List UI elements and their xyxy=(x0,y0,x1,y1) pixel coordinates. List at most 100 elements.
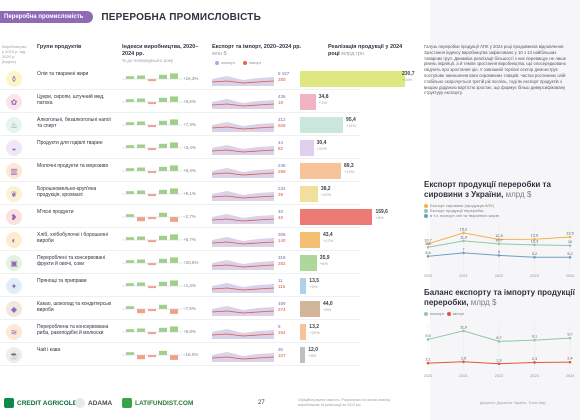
index-bar xyxy=(126,99,134,102)
import-value: 18 xyxy=(278,100,284,105)
table-row: ☕ Чай і кава –16,0% 30 107 12,0 +8% xyxy=(0,344,360,366)
index-bar xyxy=(159,235,167,240)
data-point xyxy=(497,242,501,246)
index-bar xyxy=(137,282,145,286)
index-sparkline xyxy=(122,73,182,82)
table-row: ✿ Цукри, сиропи, штучний мед, патока +8,… xyxy=(0,91,360,113)
table-row: ❥ М'ясні продукти –2,7% 40 48 159,6 +8% xyxy=(0,206,388,228)
row-name: Алкогольні, безалкогольні напої та спирт xyxy=(37,117,111,129)
data-point xyxy=(497,362,501,366)
index-bar xyxy=(126,306,134,309)
trade-legend: експорт імпорт xyxy=(215,60,261,65)
index-bar xyxy=(159,120,167,125)
export-value: 306 xyxy=(278,232,286,237)
footer: CREDIT AGRICOLE ADAMA LATIFUNDIST.COM 27… xyxy=(0,392,580,420)
index-bar xyxy=(148,332,156,335)
table-row: ≋ Перероблена та консервована риба, рако… xyxy=(0,321,360,343)
chart2-legend-export: експорт xyxy=(430,311,445,316)
row-index: +9,4% xyxy=(183,168,196,173)
index-bar xyxy=(148,171,156,174)
credit-agricole-logo[interactable]: CREDIT AGRICOLE xyxy=(4,398,77,408)
index-bar xyxy=(148,355,156,358)
import-value: 82 xyxy=(278,146,284,151)
data-point xyxy=(568,360,572,364)
sales-bar xyxy=(300,324,307,340)
export-area xyxy=(212,237,274,247)
sales-change: +6% xyxy=(319,261,328,266)
index-bar xyxy=(159,258,167,263)
index-bar xyxy=(159,143,167,148)
data-point xyxy=(497,340,501,343)
trade-values: 11 115 xyxy=(278,278,285,290)
data-label: 13,5 xyxy=(566,232,573,236)
row-name: Молочні продукти та морозиво xyxy=(37,163,109,169)
export-value: 30 xyxy=(278,347,284,352)
import-value: 48 xyxy=(278,215,284,220)
trade-sparkline xyxy=(212,283,274,293)
index-bar xyxy=(137,98,145,102)
trade-values: 489 374 xyxy=(278,301,286,313)
index-bar xyxy=(137,167,145,171)
index-bar xyxy=(137,75,145,79)
trade-values: 9 154 xyxy=(278,324,286,336)
index-bar xyxy=(159,350,167,355)
index-sparkline xyxy=(122,212,182,222)
row-name: Перероблена та консервована риба, ракопо… xyxy=(37,324,109,336)
trade-sparkline xyxy=(212,214,274,224)
page-title: ПЕРЕРОБНА ПРОМИСЛОВІСТЬ xyxy=(101,11,261,23)
index-bar xyxy=(137,144,145,148)
adama-logo[interactable]: ADAMA xyxy=(75,398,112,408)
index-bar xyxy=(159,74,167,79)
index-bar xyxy=(148,102,156,105)
trade-values: 246 298 xyxy=(278,163,286,175)
col-header-sales: Реалізація продукції у 2024 році млрд гр… xyxy=(328,44,408,57)
data-label: 2,3 xyxy=(532,357,537,361)
jar-icon: ▣ xyxy=(6,255,22,271)
data-point xyxy=(533,255,536,259)
chart1-legend-label-1: Експорт продукції переробки xyxy=(430,208,484,213)
data-label: 7 xyxy=(462,247,464,251)
data-point xyxy=(462,231,465,235)
x-tick-label: 2024 xyxy=(566,274,574,278)
sales-value: 89,3 +13% xyxy=(344,163,354,175)
sales-number: 230,7 xyxy=(402,71,415,77)
sales-number: 159,6 xyxy=(375,209,388,215)
index-sparkline xyxy=(122,96,182,105)
export-area xyxy=(212,352,274,362)
legend-export: експорт xyxy=(215,60,235,65)
chart1-legend-label-2: в т.ч. експорт олії та тваринних жирів xyxy=(430,213,499,218)
index-bar xyxy=(170,96,178,102)
chart1-title-text: Експорт продукції переробки та сировини … xyxy=(424,180,551,199)
x-tick-label: 2020 xyxy=(424,374,432,378)
index-bar xyxy=(170,73,178,79)
sales-value: 30,4 +22% xyxy=(317,140,327,152)
data-point xyxy=(462,239,465,243)
data-label: 2,5 xyxy=(461,356,466,360)
export-area xyxy=(212,329,274,339)
chart1-legend-item-2: в т.ч. експорт олії та тваринних жирів xyxy=(424,213,499,218)
data-label: 6 xyxy=(498,250,500,254)
trade-values: 5 157 280 xyxy=(278,71,289,83)
row-name: Олія та тваринні жири xyxy=(37,71,89,77)
index-sparkline xyxy=(122,257,182,266)
row-index: –7,6% xyxy=(183,306,196,311)
index-bar xyxy=(126,122,134,125)
milk-icon: ▥ xyxy=(6,163,22,179)
logo-text-2: LATIFUNDIST.COM xyxy=(135,399,194,407)
chart2-unit: млрд $ xyxy=(470,297,497,307)
row-name: Хліб, хлібобулочні і борошняні вироби xyxy=(37,232,108,244)
data-label: 2,4 xyxy=(567,357,572,361)
index-bar xyxy=(159,281,167,286)
sales-number: 38,2 xyxy=(320,186,331,192)
sales-value: 44,0 +5% xyxy=(323,301,333,313)
index-sparkline xyxy=(122,304,182,314)
index-sparkline xyxy=(122,142,182,151)
trade-sparkline xyxy=(212,99,274,109)
import-line xyxy=(212,264,274,268)
data-label: 10,3 xyxy=(531,239,538,243)
latifundist-logo[interactable]: LATIFUNDIST.COM xyxy=(122,398,193,408)
row-index: +7,3% xyxy=(183,122,196,127)
row-name: Какао, шоколад та кондитерські вироби xyxy=(37,301,112,313)
logo-text-0: CREDIT AGRICOLE xyxy=(17,399,78,407)
index-bar xyxy=(126,237,134,240)
